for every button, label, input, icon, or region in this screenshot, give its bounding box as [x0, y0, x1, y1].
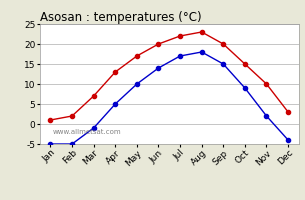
Text: Asosan : temperatures (°C): Asosan : temperatures (°C) — [40, 11, 201, 24]
Text: www.allmetsat.com: www.allmetsat.com — [52, 129, 121, 135]
